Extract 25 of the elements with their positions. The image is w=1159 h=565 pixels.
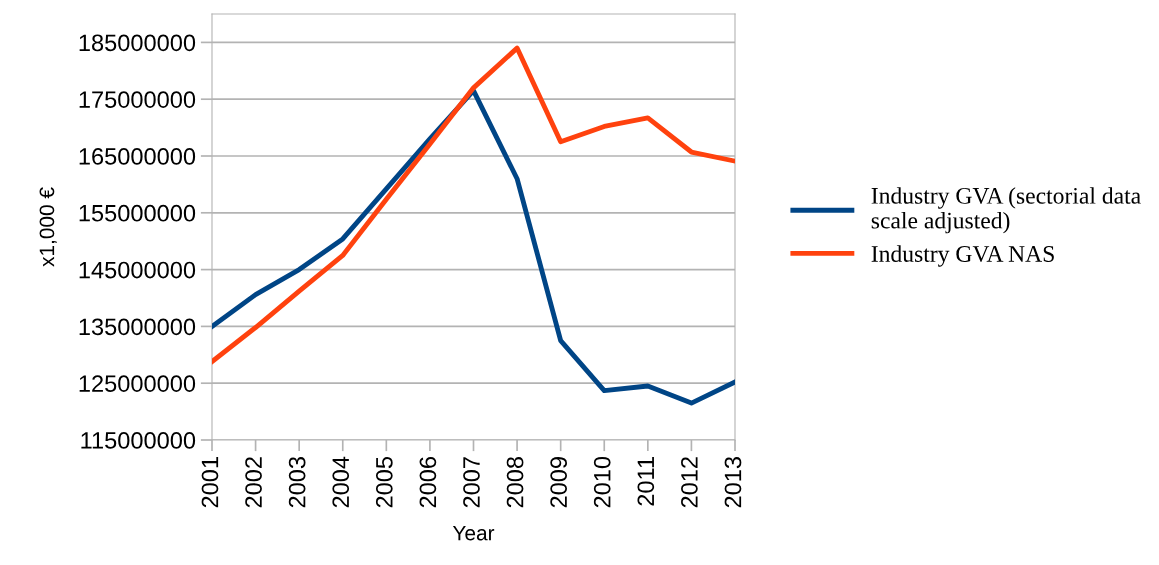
x-tick-label: 2005 <box>375 456 393 508</box>
x-tick-label: 2001 <box>201 457 219 508</box>
legend-label: Industry GVA (sectorial data scale adjusted) <box>871 187 1141 234</box>
x-tick-label: 2009 <box>550 457 567 508</box>
legend-label: Industry GVA NAS <box>871 245 1054 267</box>
x-tick-label: 2002 <box>245 457 262 508</box>
x-tick-label: 2006 <box>419 457 437 508</box>
x-tick-label: 2008 <box>506 456 524 508</box>
y-tick-label: 145000000 <box>79 261 196 279</box>
x-tick-label: 2003 <box>288 457 306 508</box>
x-axis-title: Year <box>452 525 495 541</box>
y-tick-label: 185000000 <box>79 34 196 52</box>
x-tick-label: 2013 <box>724 457 742 508</box>
x-tick-label: 2012 <box>681 457 698 508</box>
y-tick-label: 115000000 <box>81 432 196 449</box>
y-axis-title: x1,000 € <box>39 187 57 267</box>
y-tick-label: 135000000 <box>79 318 196 336</box>
x-tick-label: 2007 <box>463 457 480 508</box>
y-tick-label: 165000000 <box>79 148 196 165</box>
y-tick-label: 155000000 <box>79 204 196 222</box>
y-tick-label: 125000000 <box>79 375 196 392</box>
y-tick-label: 175000000 <box>79 91 196 108</box>
x-tick-label: 2010 <box>593 456 611 508</box>
x-tick-label: 2011 <box>637 457 655 506</box>
x-tick-label: 2004 <box>332 456 350 508</box>
